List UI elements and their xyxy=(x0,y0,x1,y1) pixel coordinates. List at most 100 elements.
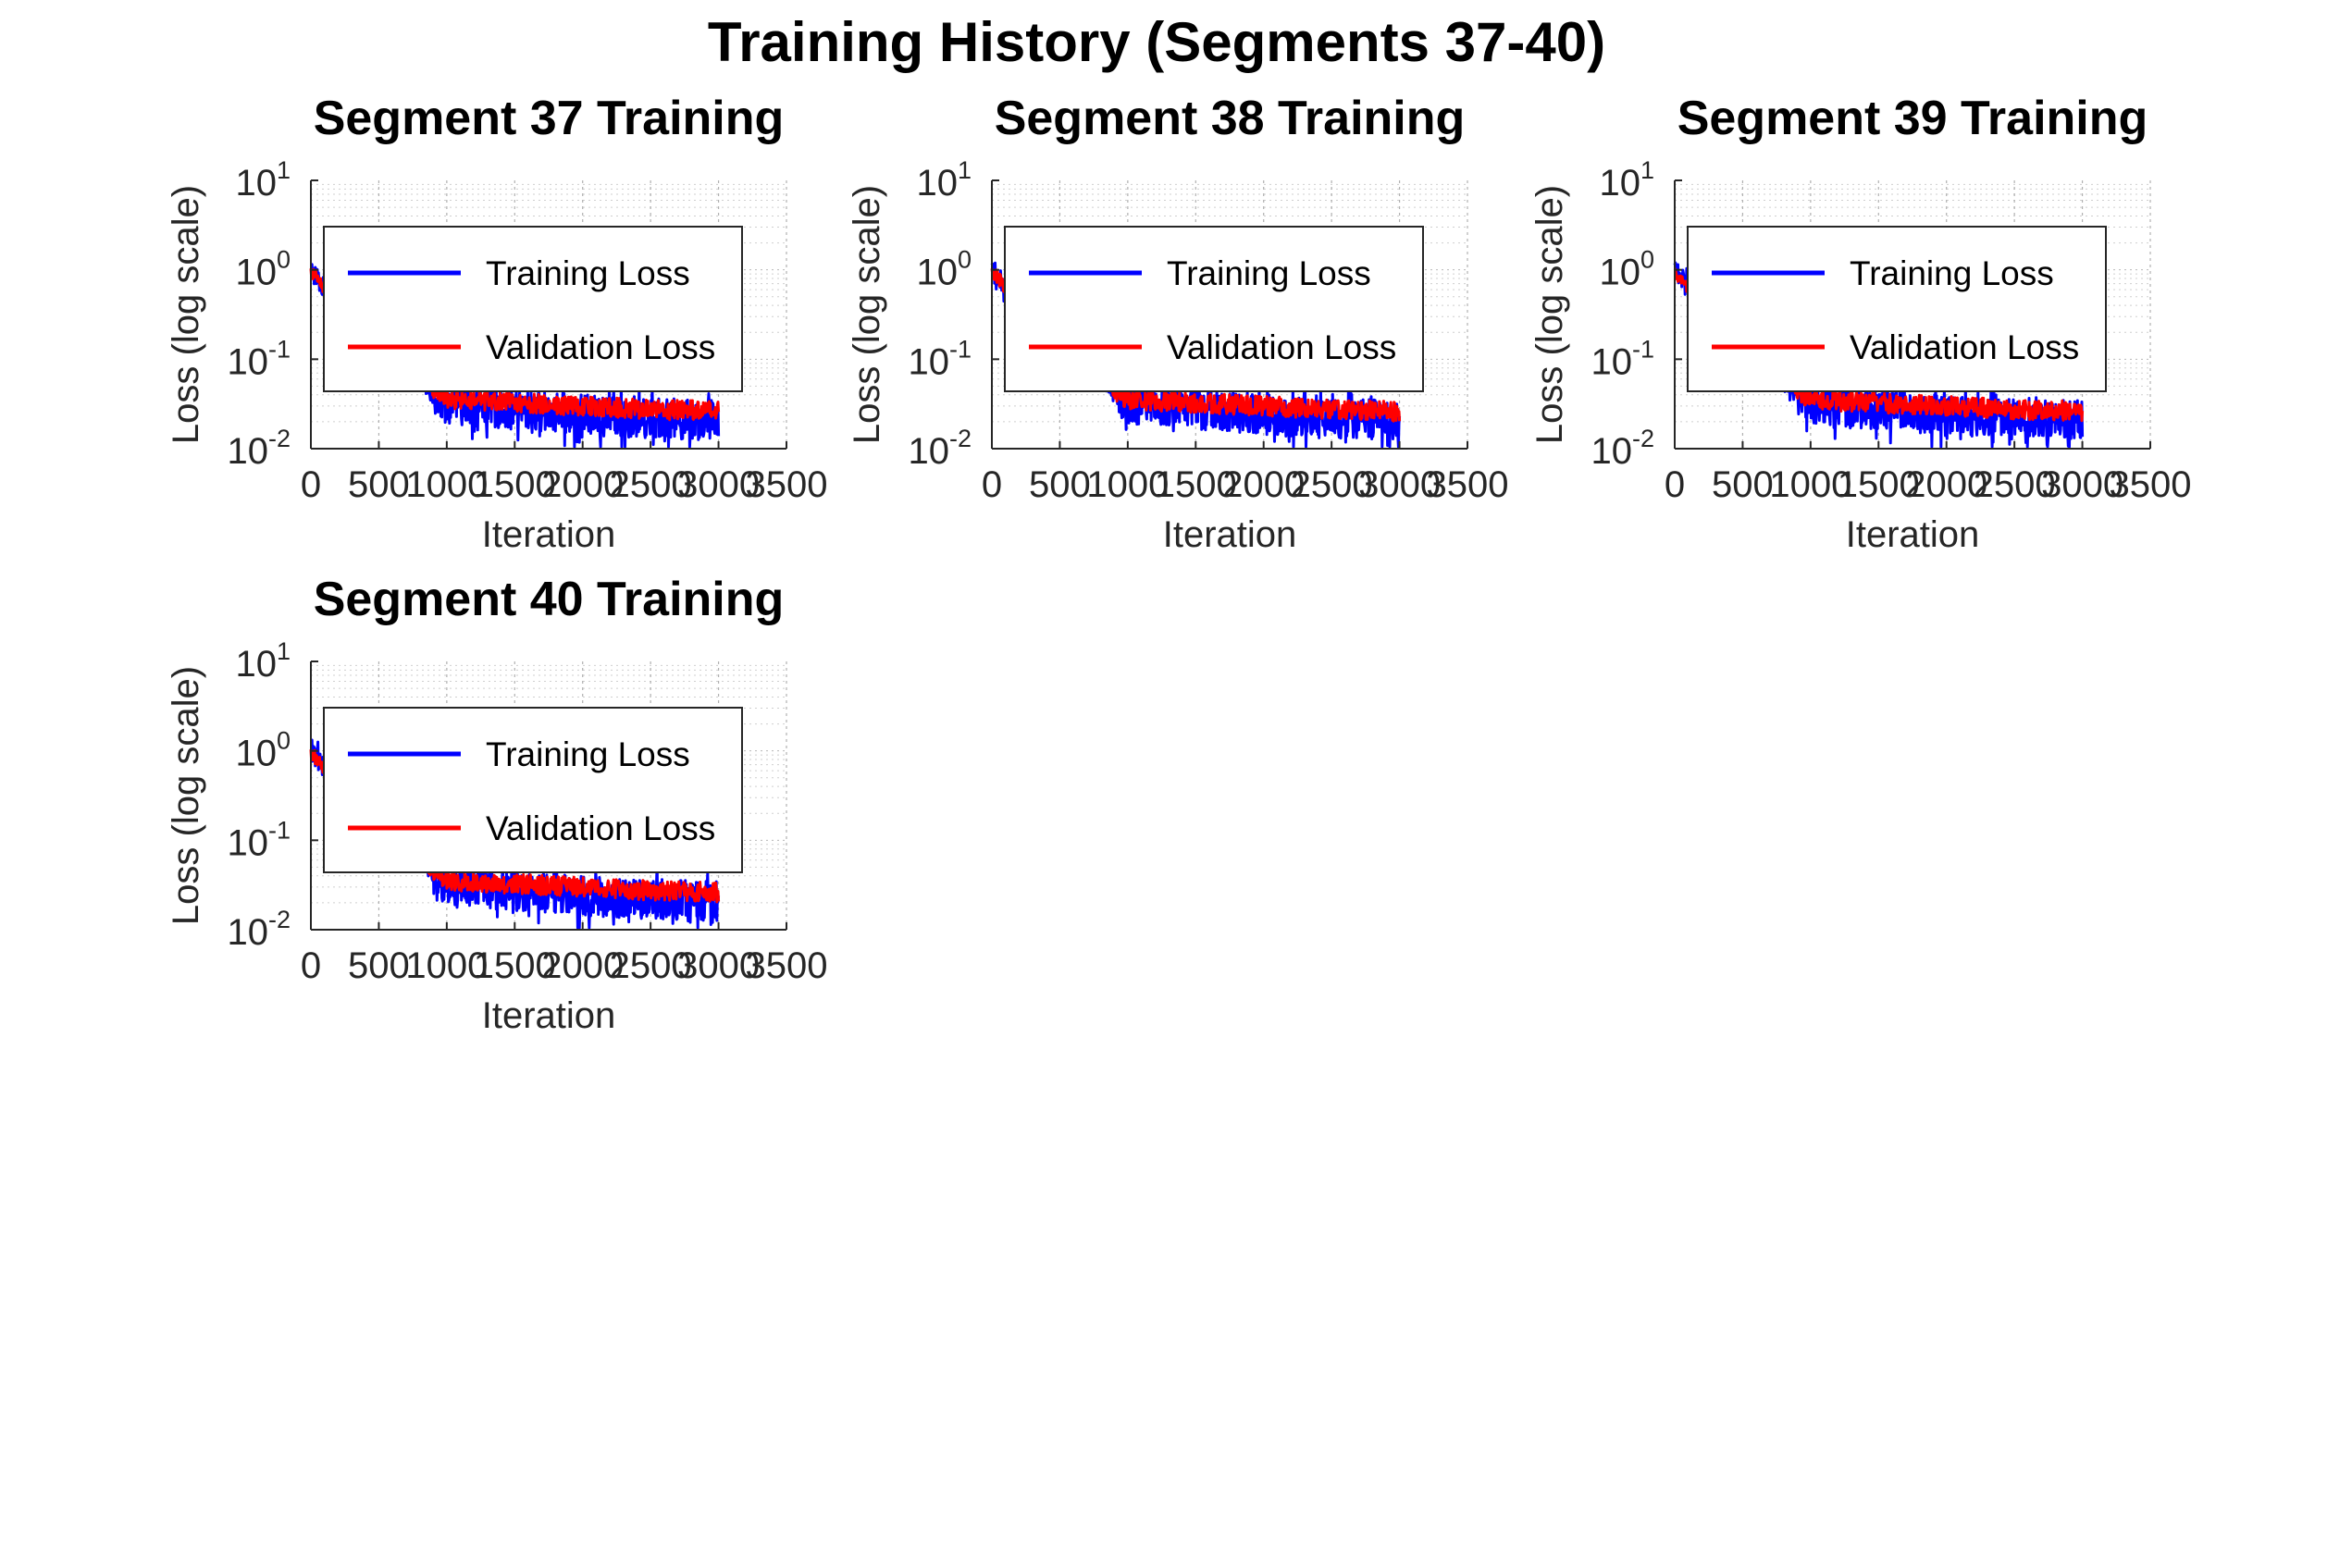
y-tick-label: 10-1 xyxy=(908,335,972,382)
y-tick-exponent: 0 xyxy=(958,246,972,274)
y-tick-base: 10 xyxy=(916,163,958,204)
axes: 0 50010001500200025003000350010-210-11001… xyxy=(847,156,1508,555)
y-tick-base: 10 xyxy=(227,431,268,472)
y-tick-label: 10-1 xyxy=(227,816,291,863)
x-tick-label: 2500 xyxy=(610,464,692,505)
subplot-title: Segment 40 Training xyxy=(314,573,785,626)
y-tick-base: 10 xyxy=(227,341,268,382)
x-tick-label: 1000 xyxy=(405,945,488,986)
legend: Training Loss Validation Loss xyxy=(1687,226,2107,392)
legend-entry: Training Loss xyxy=(1167,254,1371,292)
x-tick-label: 0 xyxy=(301,464,321,505)
y-tick-label: 10-2 xyxy=(227,425,291,472)
x-tick-label: 500 xyxy=(1712,464,1774,505)
x-tick-label: 500 xyxy=(348,945,410,986)
x-axis-label: Iteration xyxy=(482,514,616,555)
x-axis-label: Iteration xyxy=(482,995,616,1036)
y-tick-base: 10 xyxy=(916,253,958,293)
y-tick-exponent: 1 xyxy=(277,156,291,184)
legend: Training Loss Validation Loss xyxy=(323,226,743,392)
y-tick-base: 10 xyxy=(1599,163,1640,204)
y-tick-base: 10 xyxy=(908,341,949,382)
legend-entry: Validation Loss xyxy=(1167,328,1396,366)
y-axis-label: Loss (log scale) xyxy=(166,666,206,925)
x-tick-label: 1500 xyxy=(474,464,556,505)
y-tick-base: 10 xyxy=(227,912,268,953)
y-tick-exponent: 1 xyxy=(958,156,972,184)
y-axis-label: Loss (log scale) xyxy=(1529,185,1570,444)
x-tick-label: 3500 xyxy=(2110,464,2192,505)
axes: 0 50010001500200025003000350010-210-11001… xyxy=(1529,156,2191,555)
y-tick-label: 101 xyxy=(1599,156,1654,204)
x-tick-label: 2500 xyxy=(1974,464,2056,505)
y-tick-label: 100 xyxy=(235,727,291,774)
subplot-title: Segment 38 Training xyxy=(995,92,1466,145)
legend-entry: Validation Loss xyxy=(486,809,715,847)
y-tick-exponent: 0 xyxy=(1640,246,1654,274)
y-tick-base: 10 xyxy=(1599,253,1640,293)
y-tick-label: 100 xyxy=(235,246,291,293)
y-tick-label: 100 xyxy=(1599,246,1654,293)
y-tick-label: 10-1 xyxy=(227,335,291,382)
figure-title: Training History (Segments 37-40) xyxy=(708,11,1605,73)
y-tick-label: 101 xyxy=(235,637,291,685)
axes: 0 50010001500200025003000350010-210-11001… xyxy=(166,637,827,1036)
x-tick-label: 2000 xyxy=(1222,464,1305,505)
x-tick-label: 3500 xyxy=(746,464,828,505)
legend-entry: Training Loss xyxy=(1850,254,2054,292)
y-axis-label: Loss (log scale) xyxy=(847,185,887,444)
y-tick-exponent: -1 xyxy=(1632,335,1654,363)
y-tick-base: 10 xyxy=(1591,431,1632,472)
legend-entry: Training Loss xyxy=(486,254,690,292)
y-tick-exponent: 1 xyxy=(1640,156,1654,184)
y-tick-base: 10 xyxy=(235,734,277,774)
y-tick-label: 100 xyxy=(916,246,972,293)
x-tick-label: 500 xyxy=(1029,464,1091,505)
y-tick-exponent: 0 xyxy=(277,246,291,274)
x-tick-label: 3500 xyxy=(746,945,828,986)
x-tick-label: 1000 xyxy=(1086,464,1169,505)
y-tick-label: 10-2 xyxy=(1591,425,1654,472)
y-tick-label: 10-2 xyxy=(908,425,972,472)
x-tick-label: 0 xyxy=(982,464,1002,505)
y-tick-exponent: 1 xyxy=(277,637,291,665)
y-tick-exponent: -1 xyxy=(268,816,291,844)
x-tick-label: 500 xyxy=(348,464,410,505)
y-tick-exponent: -2 xyxy=(268,425,291,452)
x-tick-label: 3000 xyxy=(2041,464,2123,505)
legend-box xyxy=(1004,226,1424,392)
y-tick-label: 10-2 xyxy=(227,906,291,953)
x-tick-label: 1500 xyxy=(474,945,556,986)
subplot-title: Segment 37 Training xyxy=(314,92,785,145)
x-tick-label: 2000 xyxy=(541,945,624,986)
x-tick-label: 2000 xyxy=(541,464,624,505)
x-axis-label: Iteration xyxy=(1846,514,1980,555)
y-tick-exponent: -2 xyxy=(949,425,972,452)
y-tick-base: 10 xyxy=(235,253,277,293)
y-axis-label: Loss (log scale) xyxy=(166,185,206,444)
y-tick-exponent: -2 xyxy=(268,906,291,933)
x-tick-label: 1500 xyxy=(1155,464,1237,505)
subplot-title: Segment 39 Training xyxy=(1677,92,2148,145)
y-tick-exponent: 0 xyxy=(277,727,291,755)
y-tick-base: 10 xyxy=(235,163,277,204)
x-tick-label: 3000 xyxy=(677,945,760,986)
legend-box xyxy=(1687,226,2107,392)
x-tick-label: 0 xyxy=(1665,464,1685,505)
axes: 0 50010001500200025003000350010-210-11001… xyxy=(166,156,827,555)
y-tick-base: 10 xyxy=(908,431,949,472)
legend: Training Loss Validation Loss xyxy=(1004,226,1424,392)
x-tick-label: 2500 xyxy=(1291,464,1373,505)
x-tick-label: 2500 xyxy=(610,945,692,986)
x-tick-label: 1000 xyxy=(405,464,488,505)
y-tick-exponent: -1 xyxy=(268,335,291,363)
y-tick-label: 101 xyxy=(235,156,291,204)
y-tick-label: 101 xyxy=(916,156,972,204)
x-tick-label: 2000 xyxy=(1905,464,1987,505)
legend-entry: Validation Loss xyxy=(1850,328,2079,366)
